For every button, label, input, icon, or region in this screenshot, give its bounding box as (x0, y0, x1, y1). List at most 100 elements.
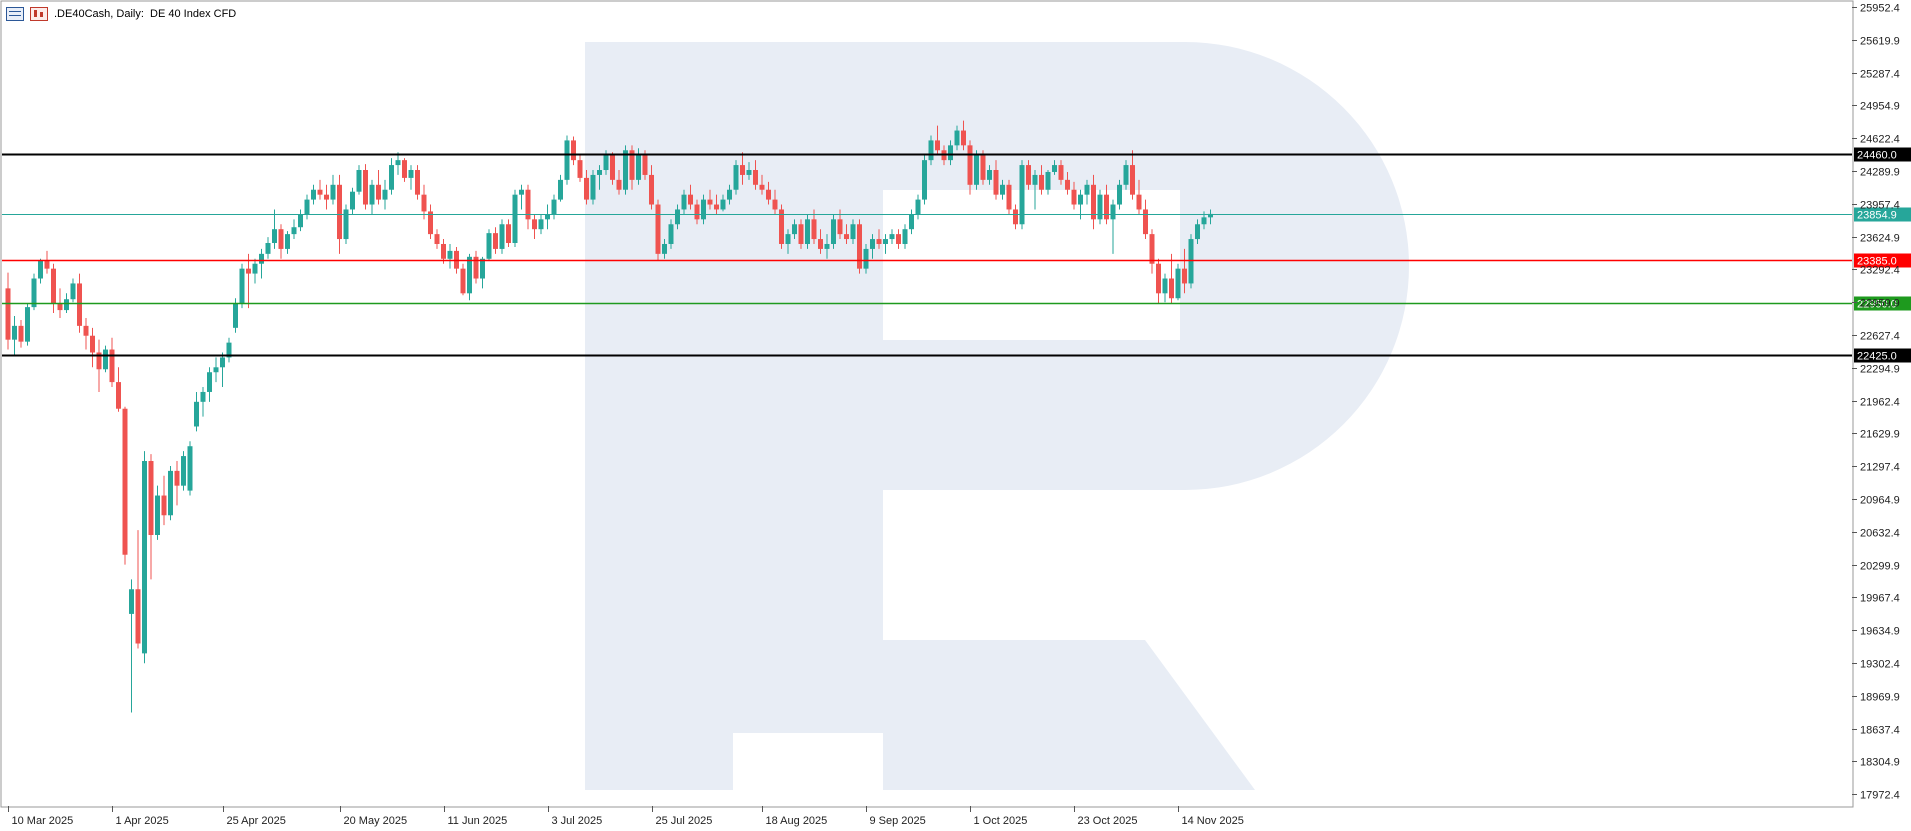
candle (142, 451, 147, 664)
candle-body (252, 263, 258, 274)
candle-body (863, 248, 869, 269)
candle-body (850, 224, 856, 240)
candle (187, 441, 193, 496)
candle-body (1208, 213, 1213, 218)
candle (688, 184, 693, 210)
candle (538, 214, 544, 235)
price-tick-label: 19302.4 (1860, 659, 1900, 671)
candle (291, 219, 297, 240)
candle (792, 219, 797, 240)
candle-body (1084, 184, 1090, 195)
candle (350, 187, 355, 215)
candle (753, 160, 758, 190)
candle-body (896, 234, 901, 244)
candle (616, 170, 622, 195)
level-label-lower-support: 22425.0 (1857, 351, 1897, 363)
candle (545, 204, 550, 230)
candle-body (610, 155, 615, 180)
candle (1143, 199, 1148, 240)
candle-body (623, 150, 628, 190)
candle (12, 316, 17, 355)
candle-body (356, 170, 362, 192)
candle-body (83, 325, 89, 336)
candle-body (954, 130, 960, 146)
candle (759, 174, 765, 195)
candle-body (64, 299, 69, 311)
candle-body (1104, 194, 1109, 220)
candle-body (1182, 268, 1187, 284)
candle-body (915, 199, 921, 215)
candle (896, 229, 901, 249)
candle-body (473, 256, 479, 279)
candle-body (1097, 194, 1103, 220)
candle (272, 209, 277, 249)
candle (246, 253, 251, 309)
candle (1000, 179, 1005, 200)
candle-body (948, 145, 953, 161)
candle-body (174, 470, 180, 486)
candle (83, 317, 89, 350)
candle-body (1065, 179, 1070, 190)
candle (311, 184, 316, 205)
candle (740, 152, 745, 185)
candle-body (980, 155, 986, 180)
time-tick-label: 11 Jun 2025 (448, 815, 508, 827)
candle (974, 150, 979, 190)
candle-body (369, 184, 375, 205)
candle-body (961, 130, 966, 146)
candle (441, 239, 446, 264)
candle-body (766, 189, 771, 200)
candle-body (337, 184, 342, 240)
candle (948, 140, 953, 166)
candle-body (161, 495, 167, 516)
candle (967, 140, 973, 195)
candle-body (57, 303, 63, 311)
candle-body (506, 224, 511, 244)
candle-body (330, 184, 336, 200)
candle-body (629, 150, 635, 180)
candle (265, 237, 271, 259)
candle-body (207, 372, 212, 392)
candle-body (389, 165, 394, 190)
level-tag-resistance (1854, 253, 1911, 268)
candle (1091, 174, 1096, 230)
candle (460, 263, 466, 296)
candle (961, 120, 966, 151)
candle-body (239, 268, 245, 304)
candle (376, 170, 381, 205)
time-tick-label: 25 Apr 2025 (227, 815, 286, 827)
candle-body (597, 170, 602, 175)
candle-body (324, 194, 329, 200)
price-tick-label: 20299.9 (1860, 561, 1900, 573)
candle (694, 199, 700, 225)
time-tick-label: 3 Jul 2025 (552, 815, 603, 827)
candle-body (740, 165, 745, 175)
level-tag-lower-support (1854, 348, 1911, 363)
candle-body (714, 204, 719, 210)
candle (155, 485, 160, 540)
candle-body (525, 189, 531, 220)
candle-body (343, 209, 349, 240)
candle-body (1006, 184, 1012, 210)
level-label-upper-resistance: 24460.0 (1857, 150, 1897, 162)
candle (831, 214, 836, 249)
time-tick-label: 1 Apr 2025 (116, 815, 169, 827)
candle (701, 194, 706, 225)
candle-body (1110, 204, 1116, 220)
chart-grid-icon[interactable] (6, 7, 24, 21)
candle-body (922, 160, 927, 200)
candle (629, 145, 635, 190)
candle-body (844, 234, 849, 240)
candle (525, 184, 531, 230)
candle (597, 165, 602, 190)
candle-body (1175, 268, 1181, 299)
chart-bars-icon[interactable] (30, 7, 48, 21)
candle-body (811, 219, 817, 240)
candle-body (993, 170, 999, 195)
candle-body (402, 160, 407, 178)
candle-body (727, 189, 732, 200)
candle (408, 165, 414, 190)
candle (571, 136, 576, 166)
candle (181, 451, 186, 491)
